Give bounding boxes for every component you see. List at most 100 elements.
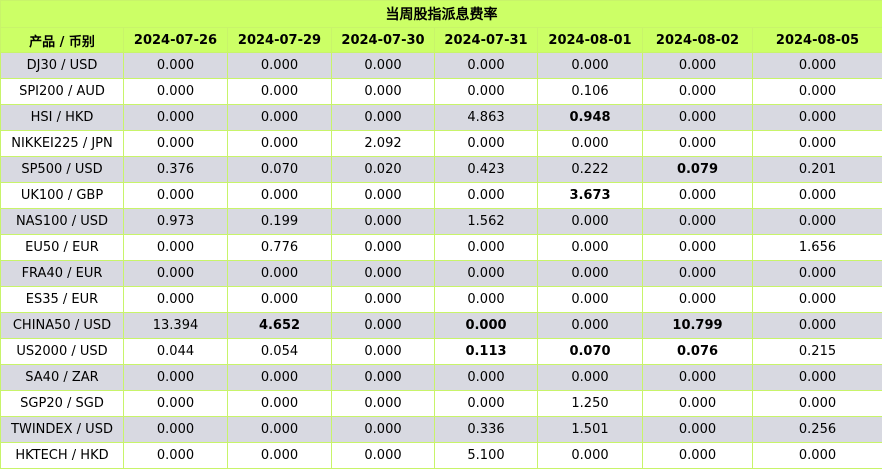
rate-cell: 0.000 — [331, 52, 435, 79]
rate-cell: 0.000 — [642, 182, 753, 209]
product-cell: NAS100 / USD — [0, 208, 124, 235]
product-cell: HKTECH / HKD — [0, 442, 124, 469]
rate-cell: 0.973 — [123, 208, 228, 235]
rate-cell: 0.000 — [752, 442, 882, 469]
rate-cell: 0.423 — [434, 156, 538, 183]
rate-cell: 0.000 — [331, 182, 435, 209]
rate-cell: 0.000 — [642, 416, 753, 443]
rate-cell: 0.000 — [123, 416, 228, 443]
table-row: UK100 / GBP 0.000 0.000 0.000 0.000 3.673 0.00… — [0, 182, 882, 209]
rate-cell: 1.656 — [752, 234, 882, 261]
table-row: HSI / HKD 0.000 0.000 0.000 4.863 0.948 0.000 0… — [0, 104, 882, 131]
rate-cell: 0.000 — [537, 52, 643, 79]
rate-cell: 0.106 — [537, 78, 643, 105]
rate-cell: 0.000 — [537, 208, 643, 235]
rate-cell: 0.000 — [434, 364, 538, 391]
rate-cell: 0.000 — [642, 208, 753, 235]
rate-cell: 0.020 — [331, 156, 435, 183]
product-cell: SA40 / ZAR — [0, 364, 124, 391]
rate-cell: 0.000 — [752, 104, 882, 131]
rate-cell: 0.000 — [752, 390, 882, 417]
rate-cell: 0.000 — [331, 364, 435, 391]
rate-cell: 0.000 — [123, 260, 228, 287]
rate-cell: 0.000 — [123, 104, 228, 131]
rate-cell: 0.000 — [752, 312, 882, 339]
rate-cell: 0.000 — [642, 78, 753, 105]
rate-cell: 0.222 — [537, 156, 643, 183]
rate-cell: 1.250 — [537, 390, 643, 417]
rate-cell: 0.000 — [227, 260, 332, 287]
product-cell: US2000 / USD — [0, 338, 124, 365]
rate-cell: 0.000 — [331, 260, 435, 287]
rate-cell: 0.000 — [123, 234, 228, 261]
rate-cell: 0.000 — [537, 130, 643, 157]
product-cell: TWINDEX / USD — [0, 416, 124, 443]
rate-cell: 0.000 — [434, 312, 538, 339]
rate-cell: 0.000 — [331, 416, 435, 443]
rate-cell: 10.799 — [642, 312, 753, 339]
rate-cell: 13.394 — [123, 312, 228, 339]
rate-cell: 0.000 — [537, 234, 643, 261]
rate-cell: 1.562 — [434, 208, 538, 235]
rate-cell: 3.673 — [537, 182, 643, 209]
table-row: CHINA50 / USD 13.394 4.652 0.000 0.000 0.000 1… — [0, 312, 882, 339]
rate-cell: 0.000 — [331, 312, 435, 339]
table-row: SGP20 / SGD 0.000 0.000 0.000 0.000 1.250 0.00… — [0, 390, 882, 417]
header-row: 产品 / 币别 2024-07-26 2024-07-29 2024-07-30 202… — [0, 27, 882, 53]
rate-cell: 0.000 — [434, 286, 538, 313]
rate-cell: 0.000 — [331, 338, 435, 365]
rate-cell: 0.070 — [537, 338, 643, 365]
rate-cell: 0.336 — [434, 416, 538, 443]
product-cell: ES35 / EUR — [0, 286, 124, 313]
rate-cell: 0.000 — [537, 442, 643, 469]
rate-cell: 0.000 — [752, 260, 882, 287]
rate-cell: 0.199 — [227, 208, 332, 235]
rate-cell: 0.000 — [227, 104, 332, 131]
rate-cell: 0.000 — [123, 130, 228, 157]
table-row: HKTECH / HKD 0.000 0.000 0.000 5.100 0.000 0.0… — [0, 442, 882, 469]
product-cell: EU50 / EUR — [0, 234, 124, 261]
rate-cell: 0.000 — [434, 130, 538, 157]
rate-cell: 0.000 — [227, 78, 332, 105]
rate-cell: 0.000 — [752, 130, 882, 157]
rate-cell: 0.776 — [227, 234, 332, 261]
rate-cell: 0.000 — [434, 182, 538, 209]
rate-cell: 0.000 — [227, 130, 332, 157]
rate-cell: 0.000 — [123, 52, 228, 79]
rate-cell: 0.000 — [227, 390, 332, 417]
rate-cell: 0.000 — [434, 234, 538, 261]
rate-cell: 0.076 — [642, 338, 753, 365]
product-cell: SPI200 / AUD — [0, 78, 124, 105]
table-row: US2000 / USD 0.044 0.054 0.000 0.113 0.070 0.0… — [0, 338, 882, 365]
rate-cell: 0.079 — [642, 156, 753, 183]
rate-cell: 0.000 — [642, 286, 753, 313]
rate-cell: 0.000 — [123, 286, 228, 313]
header-cell: 2024-07-26 — [123, 27, 228, 53]
rate-cell: 0.000 — [227, 52, 332, 79]
rate-cell: 0.000 — [434, 78, 538, 105]
table-row: DJ30 / USD 0.000 0.000 0.000 0.000 0.000 0.000… — [0, 52, 882, 79]
table-row: EU50 / EUR 0.000 0.776 0.000 0.000 0.000 0.000… — [0, 234, 882, 261]
product-cell: SGP20 / SGD — [0, 390, 124, 417]
rate-cell: 0.000 — [331, 442, 435, 469]
rate-cell: 4.652 — [227, 312, 332, 339]
rate-cell: 0.070 — [227, 156, 332, 183]
rate-cell: 5.100 — [434, 442, 538, 469]
rate-cell: 0.000 — [227, 416, 332, 443]
header-cell: 2024-07-30 — [331, 27, 435, 53]
rate-cell: 0.000 — [752, 78, 882, 105]
table-body: DJ30 / USD 0.000 0.000 0.000 0.000 0.000 0.000… — [0, 52, 882, 469]
rate-cell: 0.000 — [123, 364, 228, 391]
rate-cell: 0.000 — [331, 234, 435, 261]
rate-cell: 0.000 — [227, 286, 332, 313]
rate-cell: 4.863 — [434, 104, 538, 131]
rate-cell: 0.000 — [537, 260, 643, 287]
header-cell: 2024-07-29 — [227, 27, 332, 53]
rate-cell: 0.000 — [642, 442, 753, 469]
rate-cell: 0.000 — [752, 208, 882, 235]
table-row: ES35 / EUR 0.000 0.000 0.000 0.000 0.000 0.000… — [0, 286, 882, 313]
rate-cell: 0.000 — [537, 312, 643, 339]
rate-cell: 0.000 — [537, 364, 643, 391]
table-row: NAS100 / USD 0.973 0.199 0.000 1.562 0.000 0.0… — [0, 208, 882, 235]
